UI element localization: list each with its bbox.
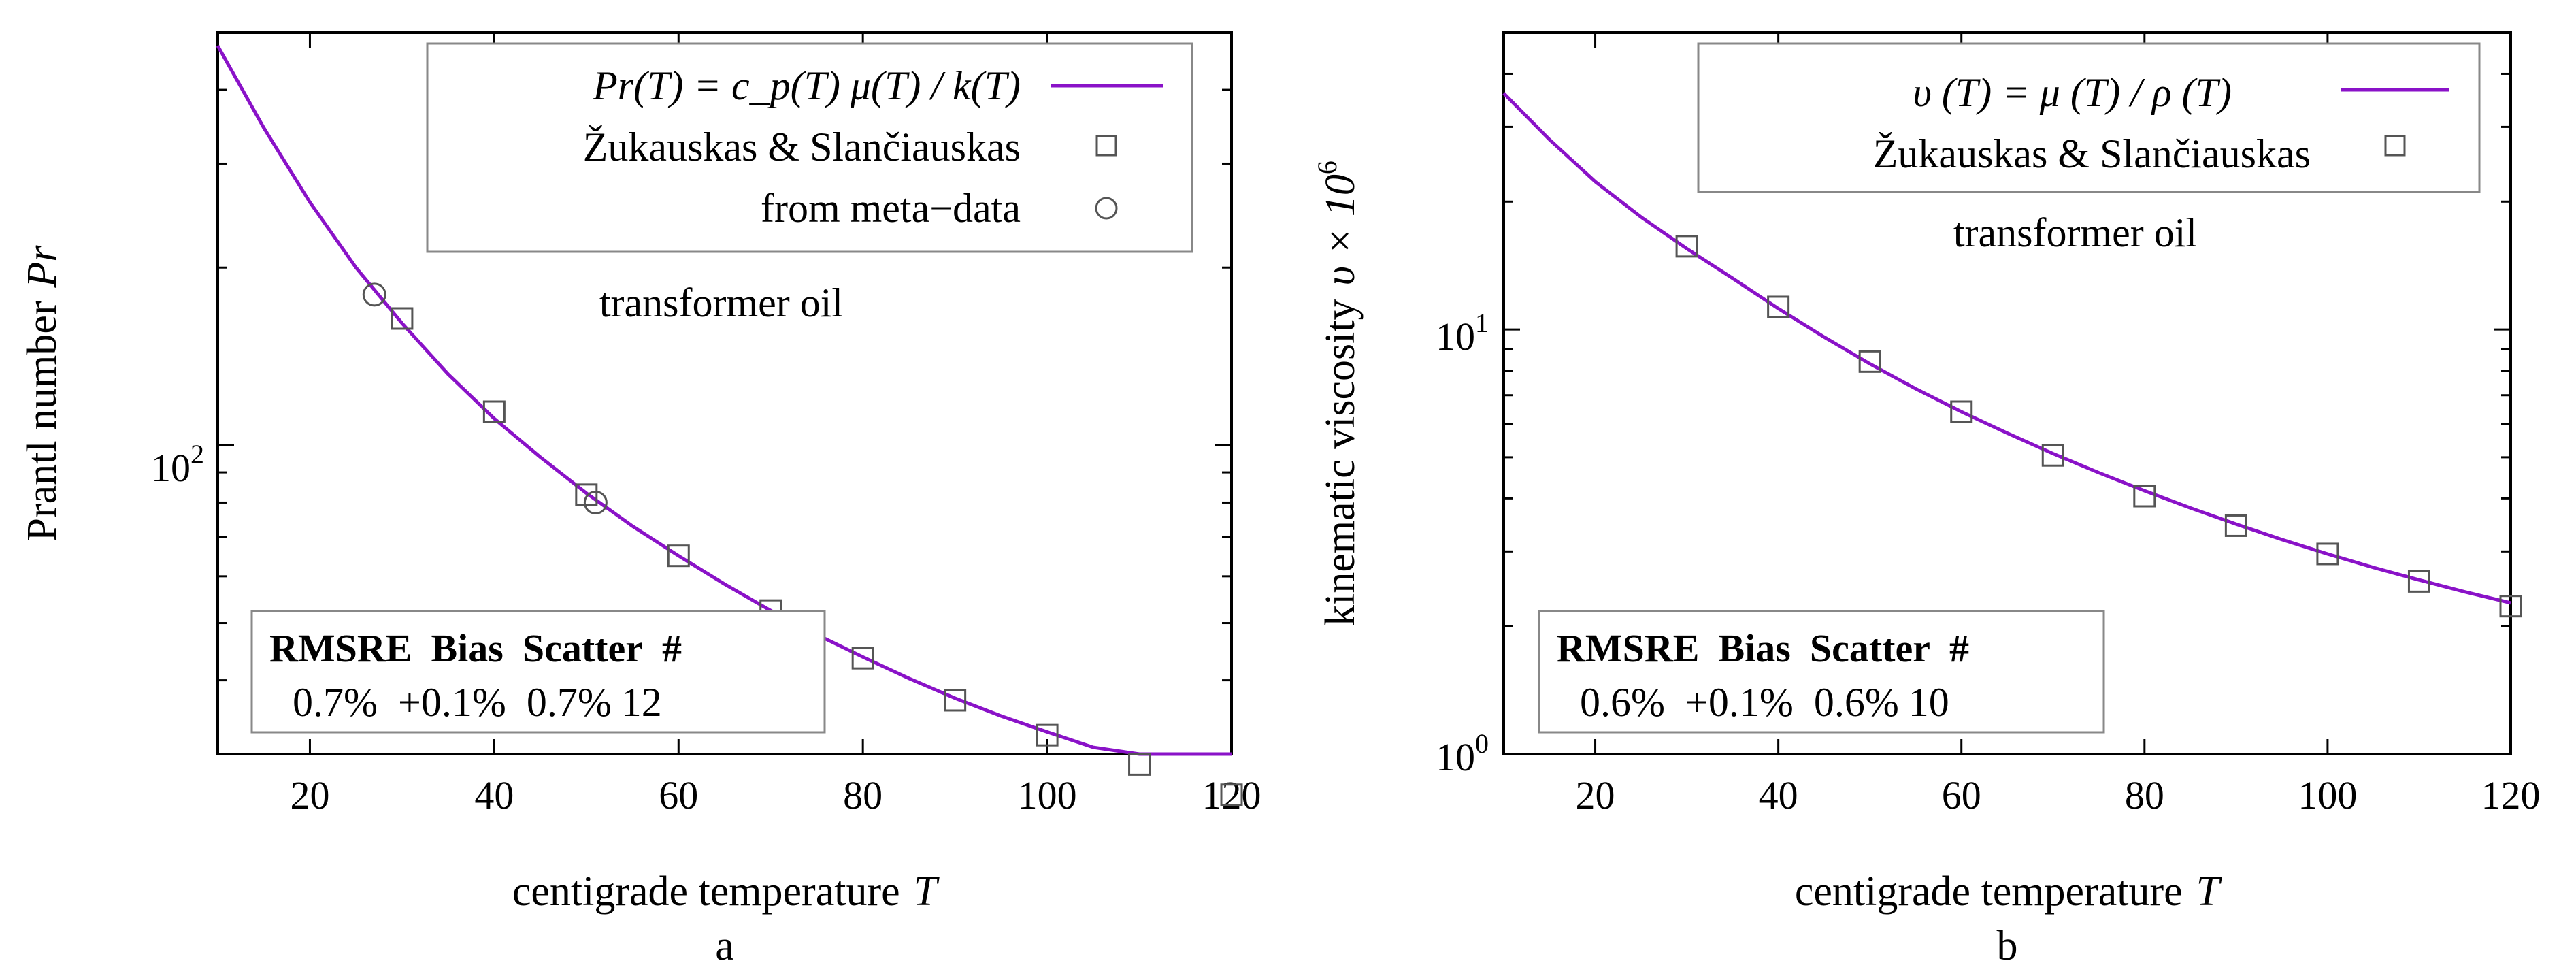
stats-header-b-0: RMSRE xyxy=(1557,626,1699,670)
legend-b: υ (T) = μ (T) / ρ (T) Žukauskas & Slanči… xyxy=(1697,42,2481,193)
x-tick-label-b-0: 20 xyxy=(1576,773,1615,817)
stats-frame-b xyxy=(1538,610,2105,734)
marker-square-a-2 xyxy=(575,483,598,506)
marker-square-b-5 xyxy=(2133,485,2156,508)
legend-label-a-1: Žukauskas & Slančiauskas xyxy=(583,125,1021,169)
axis-ticks-b: 20 40 60 80 100 120 xyxy=(1504,31,2541,817)
stats-header-a-0: RMSRE xyxy=(269,626,412,670)
legend-square-a xyxy=(1095,135,1117,157)
marker-square-b-0 xyxy=(1675,235,1698,258)
y-axis-label-b: kinematic viscosityυ × 106 xyxy=(1312,161,1364,626)
marker-square-b-2 xyxy=(1858,350,1881,373)
y-tick-label-b-0: 100 xyxy=(1436,728,1489,779)
legend-label-a-2: from meta−data xyxy=(761,186,1021,231)
stats-header-a-2: Scatter xyxy=(523,626,643,670)
stats-frame-a xyxy=(250,610,826,734)
stats-value-a-1: +0.1% xyxy=(398,680,506,725)
marker-square-a-6 xyxy=(944,689,967,712)
marker-square-b-6 xyxy=(2224,514,2247,537)
marker-square-b-4 xyxy=(2041,444,2064,467)
x-tick-label-a-3: 80 xyxy=(843,773,882,817)
x-tick-label-a-5: 120 xyxy=(1202,773,1261,817)
marker-square-b-9 xyxy=(2499,595,2522,618)
plot-frame-b xyxy=(1502,31,2512,755)
y-tick-label-b-1: 101 xyxy=(1436,308,1489,359)
stats-header-b-3: # xyxy=(1949,626,1969,670)
legend-square-b xyxy=(2384,135,2406,157)
stats-value-a-0: 0.7% xyxy=(293,680,378,725)
marker-square-a-8 xyxy=(1128,753,1151,776)
x-tick-label-a-0: 20 xyxy=(290,773,329,817)
stats-value-b-0: 0.6% xyxy=(1580,680,1665,725)
marker-square-a-7 xyxy=(1036,723,1059,747)
stats-header-a-3: # xyxy=(662,626,682,670)
marker-square-a-9 xyxy=(1220,783,1243,806)
stats-header-a: RMSRE Bias Scatter # xyxy=(269,626,682,670)
x-tick-label-a-2: 60 xyxy=(659,773,698,817)
stats-header-b: RMSRE Bias Scatter # xyxy=(1557,626,1969,670)
x-tick-label-b-2: 60 xyxy=(1942,773,1981,817)
x-axis-label-a: centigrade temperature T xyxy=(512,868,940,915)
x-tick-label-a-1: 40 xyxy=(474,773,514,817)
annotation-b: transformer oil xyxy=(1953,210,2197,255)
marker-square-b-8 xyxy=(2407,570,2430,593)
plot-frame-a xyxy=(216,31,1233,755)
panel-label-a: a xyxy=(715,923,734,969)
legend-box-a xyxy=(426,42,1193,253)
data-markers-a xyxy=(362,282,1243,806)
marker-square-b-7 xyxy=(2316,542,2339,566)
marker-circle-a-1 xyxy=(583,490,608,514)
stats-box-a: RMSRE Bias Scatter # 0.7% +0.1% 0.7% 12 xyxy=(250,610,826,734)
legend-label-b-1: Žukauskas & Slančiauskas xyxy=(1873,131,2311,176)
stats-header-b-2: Scatter xyxy=(1810,626,1930,670)
stats-header-a-1: Bias xyxy=(431,626,503,670)
marker-square-a-5 xyxy=(851,647,874,670)
y-tick-label-a-0: 102 xyxy=(151,439,204,490)
marker-square-b-3 xyxy=(1950,400,1973,423)
marker-square-b-1 xyxy=(1767,295,1790,318)
stats-values-b: 0.6% +0.1% 0.6% 10 xyxy=(1580,680,1949,725)
marker-circle-a-0 xyxy=(362,282,386,307)
stats-value-b-1: +0.1% xyxy=(1685,680,1794,725)
legend-label-b-0: υ (T) = μ (T) / ρ (T) xyxy=(1913,70,2232,115)
model-curve-b xyxy=(1502,92,2511,605)
stats-box-b: RMSRE Bias Scatter # 0.6% +0.1% 0.6% 10 xyxy=(1538,610,2105,734)
stats-value-a-2: 0.7% xyxy=(527,680,612,725)
marker-square-a-1 xyxy=(482,400,506,423)
x-tick-label-b-1: 40 xyxy=(1759,773,1798,817)
stats-header-b-1: Bias xyxy=(1718,626,1790,670)
stats-value-b-2: 0.6% xyxy=(1814,680,1899,725)
x-tick-label-b-3: 80 xyxy=(2125,773,2164,817)
marker-square-a-3 xyxy=(667,544,690,568)
stats-value-b-3: 10 xyxy=(1909,680,1949,725)
legend-circle-a xyxy=(1095,197,1118,220)
legend-a: Pr(T) = c_p(T) μ(T) / k(T) Žukauskas & S… xyxy=(426,42,1193,253)
legend-label-a-0: Pr(T) = c_p(T) μ(T) / k(T) xyxy=(592,63,1021,108)
annotation-a: transformer oil xyxy=(599,280,843,325)
x-tick-label-a-4: 100 xyxy=(1018,773,1077,817)
panel-b: 20 40 60 80 100 120 100 101 centigrade temper… xyxy=(1312,31,2541,969)
stats-values-a: 0.7% +0.1% 0.7% 12 xyxy=(293,680,662,725)
stats-value-a-3: 12 xyxy=(621,680,662,725)
legend-box-b xyxy=(1697,42,2481,193)
marker-square-a-0 xyxy=(391,307,414,330)
model-curve-a xyxy=(216,45,1232,756)
panel-a: 20 40 60 80 100 120 102 centigrade temperatur… xyxy=(19,31,1261,969)
x-tick-label-b-4: 100 xyxy=(2298,773,2357,817)
x-axis-label-b: centigrade temperature T xyxy=(1795,868,2223,915)
axis-ticks-a: 20 40 60 80 100 120 xyxy=(218,31,1261,817)
data-markers-b xyxy=(1675,235,2522,618)
x-tick-label-b-5: 120 xyxy=(2481,773,2541,817)
panel-label-b: b xyxy=(1997,923,2018,969)
y-axis-label-a: Prantl numberPr xyxy=(19,245,65,542)
